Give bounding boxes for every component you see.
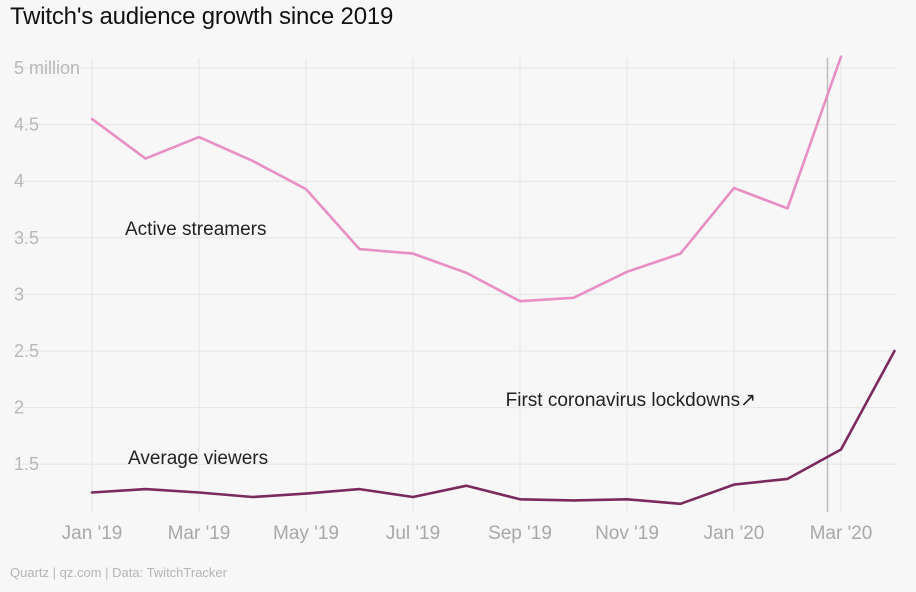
- x-tick-label: Nov '19: [595, 523, 659, 544]
- y-tick-label: 3: [14, 284, 24, 304]
- series-line-average-viewers: [90, 349, 896, 506]
- y-tick-label: 2.5: [14, 341, 39, 361]
- x-tick-label: Sep '19: [488, 523, 552, 544]
- x-gridlines: [91, 58, 842, 512]
- y-tick-label: 5 million: [14, 58, 80, 78]
- x-tick-label: Mar '19: [168, 523, 231, 544]
- series-line-active-streamers: [90, 55, 843, 303]
- series-lines: [90, 55, 896, 506]
- y-gridlines: [14, 67, 896, 465]
- x-tick-label: Jul '19: [386, 523, 440, 544]
- x-tick-label: Mar '20: [810, 523, 873, 544]
- source-credit: Quartz | qz.com | Data: TwitchTracker: [10, 565, 227, 580]
- y-tick-label: 2: [14, 398, 24, 418]
- x-tick-label: Jan '20: [704, 523, 765, 544]
- y-tick-label: 1.5: [14, 454, 39, 474]
- x-tick-label: Jan '19: [62, 523, 123, 544]
- chart-title: Twitch's audience growth since 2019: [10, 3, 394, 30]
- x-axis-ticks: Jan '19 Mar '19 May '19 Jul '19 Sep '19 Nov '…: [62, 523, 873, 544]
- series-label-average-viewers: Average viewers: [128, 448, 268, 469]
- annotations: Active streamers Average viewers First c…: [125, 219, 756, 469]
- line-chart: 5 million 4.5 4 3.5 3 2.5 2 1.5 Jan '19 Mar '19 M…: [14, 55, 896, 544]
- y-tick-label: 3.5: [14, 228, 39, 248]
- y-tick-label: 4: [14, 171, 24, 191]
- y-axis-ticks: 5 million 4.5 4 3.5 3 2.5 2 1.5: [14, 58, 80, 474]
- series-label-active-streamers: Active streamers: [125, 219, 266, 240]
- x-tick-label: May '19: [273, 523, 339, 544]
- y-tick-label: 4.5: [14, 115, 39, 135]
- lockdown-annotation: First coronavirus lockdowns↗: [506, 390, 756, 411]
